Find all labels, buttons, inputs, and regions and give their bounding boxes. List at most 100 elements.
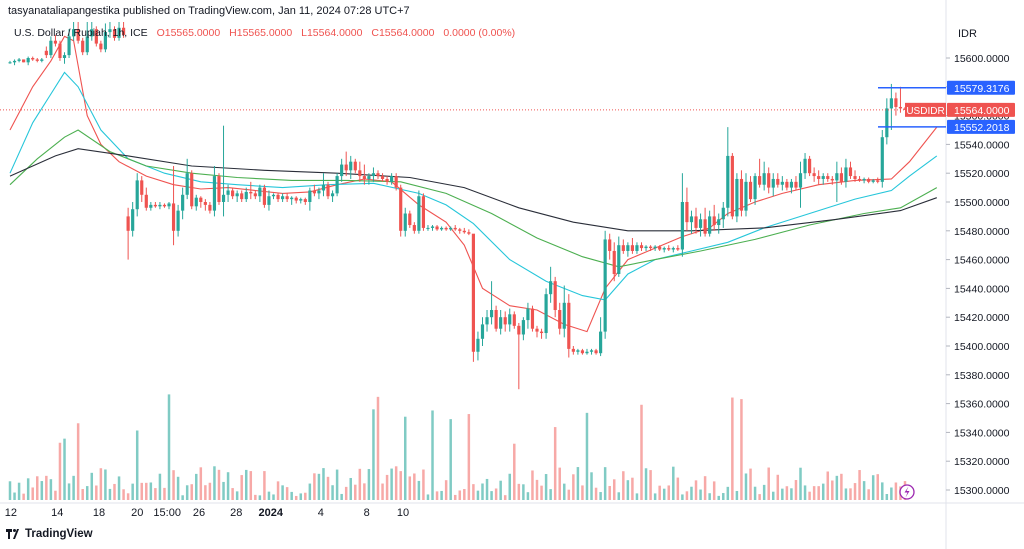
volume-bar — [344, 486, 348, 500]
volume-bar — [422, 469, 425, 500]
candle-body — [371, 173, 376, 177]
low-value: L15564.0000 — [301, 27, 363, 39]
volume-bar — [785, 486, 789, 500]
candle-body — [526, 308, 530, 321]
candle-body — [94, 29, 98, 44]
open-value: O15565.0000 — [156, 27, 221, 39]
volume-bar — [413, 473, 416, 500]
candle-body — [803, 158, 807, 174]
volume-bar — [31, 487, 34, 500]
volume-bar — [95, 485, 98, 500]
volume-bar — [803, 485, 807, 500]
candle-body — [608, 239, 612, 251]
candle-body — [867, 178, 871, 182]
candle-body — [689, 216, 694, 223]
candle-body — [748, 181, 753, 200]
volume-bar — [726, 486, 730, 500]
volume-bar — [558, 467, 561, 500]
volume-bar — [208, 482, 212, 500]
candle-body — [81, 40, 85, 53]
x-tick-label: 2024 — [259, 507, 284, 519]
candle-body — [235, 193, 239, 197]
volume-bar — [658, 485, 661, 500]
volume-bar — [681, 494, 684, 500]
volume-bar — [672, 466, 675, 500]
volume-bar — [708, 493, 711, 500]
volume-bar — [358, 468, 362, 500]
volume-bar — [263, 471, 266, 500]
volume-bar — [363, 483, 366, 500]
volume-bar — [531, 470, 534, 500]
volume-bar — [226, 472, 230, 500]
candle-body — [562, 302, 566, 329]
volume-bar — [267, 491, 271, 500]
price-axis[interactable]: IDR 15300.0000 15320.0000 15340.0000 15360.0… — [946, 28, 1010, 497]
price-tag — [947, 119, 1015, 134]
candle-body — [785, 181, 789, 188]
candle-body — [203, 202, 207, 205]
candle-body — [258, 187, 262, 197]
volume-bar — [817, 486, 820, 500]
candle-body — [489, 310, 494, 318]
candle-body — [117, 27, 121, 38]
volume-bar — [444, 480, 448, 500]
volume-bar — [699, 489, 702, 500]
volume-bar — [717, 495, 720, 500]
candle-body — [8, 62, 12, 64]
x-tick-label: 28 — [230, 507, 242, 519]
candle-body — [85, 36, 89, 53]
volume-bar — [694, 480, 698, 500]
volume-bar — [426, 494, 430, 500]
candle-body — [735, 178, 739, 217]
y-tick-label: 15540.0000 — [954, 139, 1010, 151]
volume-bar — [853, 483, 857, 500]
volume-bar — [408, 476, 412, 500]
candle-body — [108, 29, 112, 33]
candle-body — [662, 248, 666, 250]
volume-bar — [449, 419, 452, 500]
candle-body — [708, 216, 712, 234]
volume-bar — [490, 491, 493, 500]
y-tick-label: 15460.0000 — [954, 255, 1010, 267]
volume-bar — [76, 423, 80, 500]
volume-bar — [690, 486, 693, 500]
candle-body — [149, 204, 153, 208]
candle-body — [794, 181, 798, 188]
volume-bars — [8, 394, 907, 500]
x-tick-label: 12 — [5, 507, 17, 519]
candle-body — [353, 161, 357, 171]
volume-bar — [199, 467, 203, 500]
candle-body — [126, 216, 130, 231]
candle-body — [862, 178, 866, 181]
candle-body — [44, 50, 48, 56]
price-tag-text: 15564.0000 — [954, 105, 1010, 117]
candle-body — [626, 245, 630, 251]
candle-body — [671, 248, 675, 250]
candle-body — [857, 178, 862, 181]
candle-body — [367, 176, 371, 179]
candle-body — [898, 106, 903, 109]
tradingview-brand[interactable]: TradingView — [6, 528, 93, 540]
candle-body — [276, 194, 280, 200]
candle-body — [267, 196, 271, 205]
volume-bar — [781, 488, 784, 500]
volume-bar — [217, 469, 221, 500]
y-tick-label: 15480.0000 — [954, 226, 1010, 238]
volume-bar — [885, 493, 889, 500]
volume-bar — [862, 481, 866, 500]
candle-body — [312, 190, 316, 194]
candle-body — [162, 204, 167, 207]
candle-body — [839, 173, 843, 182]
y-tick-label: 15500.0000 — [954, 197, 1010, 209]
volume-bar — [712, 481, 716, 500]
time-axis[interactable]: 12 14 18 20 15:00 26 28 2024 4 8 10 — [5, 507, 409, 519]
symbol-name[interactable]: U.S. Dollar / Rupiah, 1h, ICE — [14, 27, 148, 39]
candle-body — [340, 164, 344, 177]
volume-bar — [808, 491, 811, 500]
volume-bar — [249, 471, 253, 500]
lightning-icon[interactable] — [899, 484, 915, 500]
volume-bar — [481, 483, 484, 500]
y-tick-label: 15600.0000 — [954, 53, 1010, 65]
volume-bar — [590, 472, 593, 500]
